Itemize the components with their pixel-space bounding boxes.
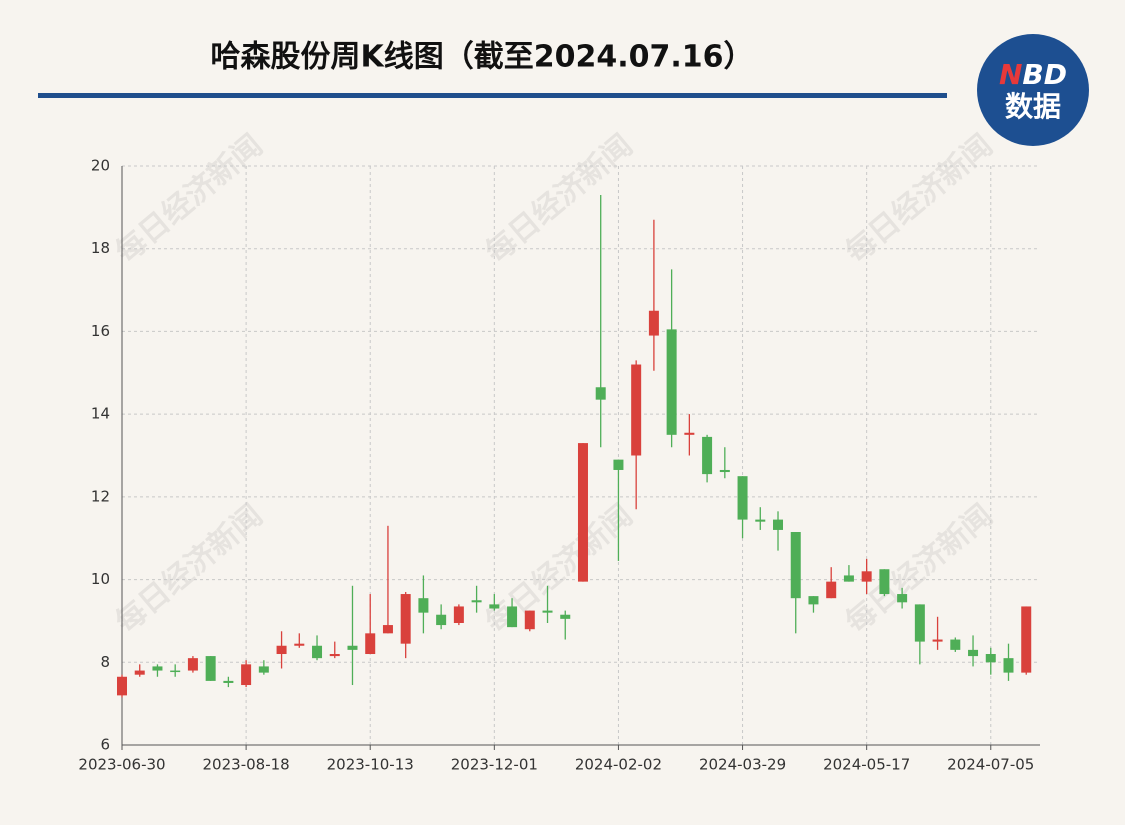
candle-body (1003, 658, 1014, 673)
candle-body (507, 606, 518, 628)
candle-body (914, 604, 925, 642)
candle-body (436, 614, 447, 626)
x-tick-label: 2024-02-02 (575, 756, 662, 774)
candle-body (347, 645, 358, 650)
candle-body (861, 571, 872, 582)
x-tick-label: 2024-05-17 (823, 756, 910, 774)
candle-body (418, 598, 429, 613)
candle-body (258, 666, 269, 673)
y-tick-label: 6 (100, 736, 110, 754)
candle-body (205, 656, 216, 681)
candle-body (365, 633, 376, 655)
candle-body (276, 645, 287, 655)
candle-body (648, 310, 659, 336)
candle-body (843, 575, 854, 582)
candle-body (879, 569, 890, 595)
logo-text: NBD (999, 58, 1067, 91)
candle-body (985, 654, 996, 663)
candle-body (1021, 606, 1032, 673)
candle-body (489, 604, 500, 609)
x-tick-label: 2023-12-01 (451, 756, 538, 774)
logo-n: N (999, 58, 1022, 91)
candle-body (808, 596, 819, 605)
candle-body (187, 658, 198, 671)
candle-body (897, 594, 908, 603)
candle-body (170, 670, 181, 673)
candle-body (223, 680, 234, 683)
candle-body (755, 519, 766, 522)
candle-body (702, 436, 713, 475)
candle-body (294, 643, 305, 646)
y-tick-label: 14 (91, 405, 110, 423)
y-tick-label: 10 (91, 570, 110, 588)
y-tick-label: 12 (91, 487, 110, 505)
candle-body (152, 666, 163, 671)
candle-body (613, 459, 624, 470)
y-tick-label: 18 (91, 239, 110, 257)
x-tick-label: 2023-08-18 (203, 756, 290, 774)
candle-body (790, 532, 801, 599)
logo-circle (977, 34, 1089, 146)
candle-body (737, 476, 748, 520)
x-tick-label: 2023-06-30 (78, 756, 165, 774)
candle-body (524, 610, 535, 630)
candle-body (950, 639, 961, 650)
x-tick-label: 2023-10-13 (327, 756, 414, 774)
chart-title: 哈森股份周K线图（截至2024.07.16） (210, 40, 753, 75)
candle-body (595, 387, 606, 400)
candle-body (773, 519, 784, 530)
candle-body (932, 639, 943, 642)
title-rule (38, 93, 947, 98)
candle-body (117, 676, 127, 696)
candle-body (826, 581, 837, 599)
candle-body (666, 329, 677, 435)
candle-body (329, 654, 340, 657)
candle-body (382, 625, 393, 634)
candle-body (684, 432, 695, 435)
y-tick-label: 20 (91, 157, 110, 175)
candle-body (719, 469, 730, 473)
candle-body (560, 614, 571, 619)
x-tick-label: 2024-07-05 (947, 756, 1034, 774)
x-tick-label: 2024-03-29 (699, 756, 786, 774)
candle-body (542, 610, 553, 613)
candle-body (312, 645, 323, 659)
candle-body (968, 649, 979, 657)
candle-body (471, 600, 482, 603)
candle-body (134, 670, 145, 675)
logo-bd: BD (1022, 58, 1067, 91)
y-tick-label: 8 (100, 653, 110, 671)
logo-sub: 数据 (1005, 90, 1061, 123)
candle-body (241, 664, 252, 686)
y-tick-label: 16 (91, 322, 110, 340)
candle-body (631, 364, 642, 456)
candle-body (453, 606, 464, 623)
candle-body (400, 594, 411, 644)
candle-body (577, 443, 588, 582)
